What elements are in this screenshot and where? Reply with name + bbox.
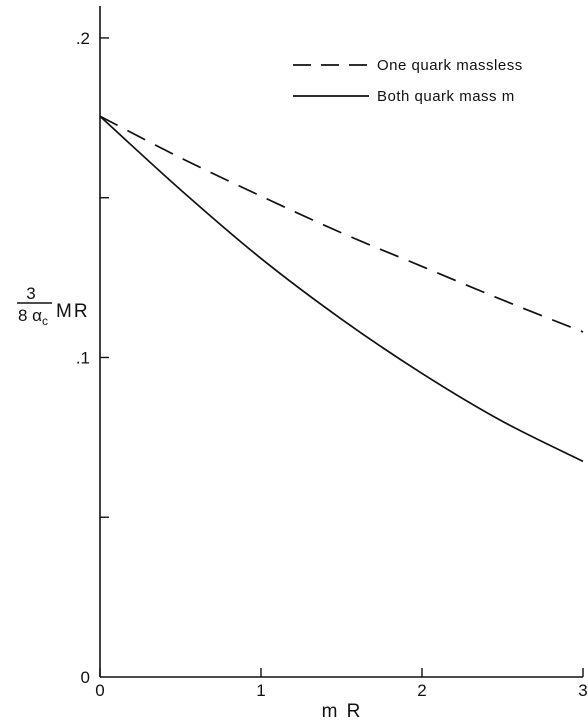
legend-entry-label: Both quark mass m <box>377 88 515 105</box>
data-series <box>99 115 584 463</box>
x-axis-label: m R <box>322 701 363 722</box>
x-tick-label: 3 <box>578 681 587 700</box>
y-label-denominator-sub: c <box>42 314 48 328</box>
axis-ticks: 0 1 2 3 0 .1 .2 <box>76 29 588 700</box>
y-tick-label: .1 <box>76 348 90 367</box>
y-tick-label: 0 <box>81 668 90 687</box>
x-tick-label: 1 <box>256 681 265 700</box>
y-tick-label: .2 <box>76 29 90 48</box>
y-label-denominator: 8 αc <box>18 306 48 328</box>
x-tick-label: 0 <box>95 681 104 700</box>
series-line-one-quark-massless <box>99 115 584 333</box>
legend-entry-label: One quark massless <box>377 57 523 74</box>
y-axis-label: 3 8 αc MR <box>17 284 90 328</box>
y-label-suffix: MR <box>56 301 90 322</box>
series-line-both-quark-mass-m <box>99 115 584 463</box>
x-tick-label: 2 <box>417 681 426 700</box>
axes <box>99 6 583 678</box>
legend: One quark massless Both quark mass m <box>293 57 523 105</box>
y-label-numerator: 3 <box>26 284 35 303</box>
y-label-denominator-main: 8 α <box>18 306 42 325</box>
